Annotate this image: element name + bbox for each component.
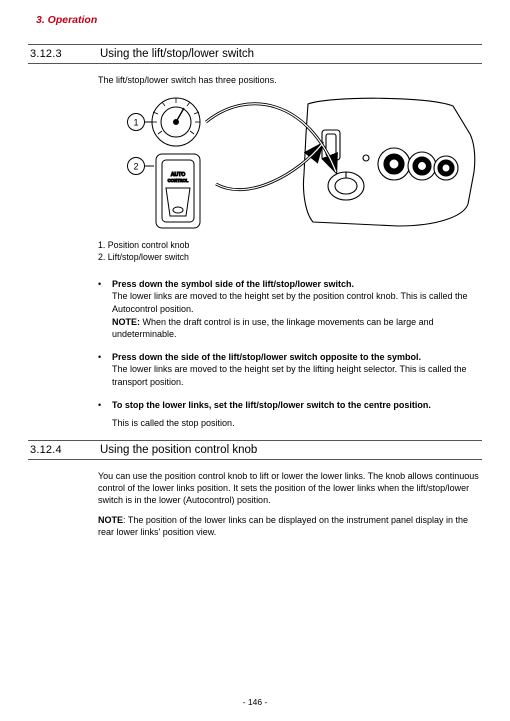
section2-note-label: NOTE	[98, 515, 123, 525]
bullet-2-line: The lower links are moved to the height …	[112, 364, 467, 387]
bullet-2-lead: Press down the side of the lift/stop/low…	[112, 352, 421, 362]
bullet-1-lead: Press down the symbol side of the lift/s…	[112, 279, 354, 289]
section-number-2: 3.12.4	[28, 444, 100, 456]
section-3-12-3: 3.12.3 Using the lift/stop/lower switch …	[28, 44, 482, 430]
figure-legend: 1. Position control knob 2. Lift/stop/lo…	[98, 240, 482, 264]
bullet-3-lead: To stop the lower links, set the lift/st…	[112, 400, 431, 410]
bullet-3: To stop the lower links, set the lift/st…	[98, 399, 482, 430]
section2-para1: You can use the position control knob to…	[98, 470, 482, 506]
section2-note: NOTE: The position of the lower links ca…	[98, 514, 482, 538]
section-body: The lift/stop/lower switch has three pos…	[98, 74, 482, 430]
section-title-2: Using the position control knob	[100, 444, 257, 456]
bullet-1-line: The lower links are moved to the height …	[112, 291, 468, 314]
switch-label-control: CONTROL	[168, 178, 189, 183]
section2-body: You can use the position control knob to…	[98, 470, 482, 539]
bullet-1: Press down the symbol side of the lift/s…	[98, 278, 482, 341]
bullet-2: Press down the side of the lift/stop/low…	[98, 351, 482, 389]
page: 3. Operation 3.12.3 Using the lift/stop/…	[0, 0, 510, 721]
section2-note-text: : The position of the lower links can be…	[98, 515, 468, 537]
intro-paragraph: The lift/stop/lower switch has three pos…	[98, 74, 482, 86]
section-header-2: 3.12.4 Using the position control knob	[28, 440, 482, 460]
legend-item-2: 2. Lift/stop/lower switch	[98, 252, 482, 264]
figure-callout-1: 1	[133, 118, 138, 128]
bullet-1-note-label: NOTE:	[112, 317, 140, 327]
legend-item-1: 1. Position control knob	[98, 240, 482, 252]
section-number: 3.12.3	[28, 48, 100, 60]
page-number: - 146 -	[0, 697, 510, 707]
bullet-1-note-text: When the draft control is in use, the li…	[112, 317, 434, 340]
instruction-list: Press down the symbol side of the lift/s…	[98, 278, 482, 430]
figure-callout-2: 2	[133, 162, 138, 172]
section-title: Using the lift/stop/lower switch	[100, 48, 254, 60]
section-3-12-4: 3.12.4 Using the position control knob Y…	[28, 440, 482, 539]
chapter-title: 3. Operation	[36, 14, 482, 26]
figure-svg: 1 AUTO CONTROL	[98, 94, 478, 234]
bullet-3-line: This is called the stop position.	[112, 418, 235, 428]
section-header: 3.12.3 Using the lift/stop/lower switch	[28, 44, 482, 64]
figure-lift-stop-lower: 1 AUTO CONTROL	[98, 94, 478, 234]
